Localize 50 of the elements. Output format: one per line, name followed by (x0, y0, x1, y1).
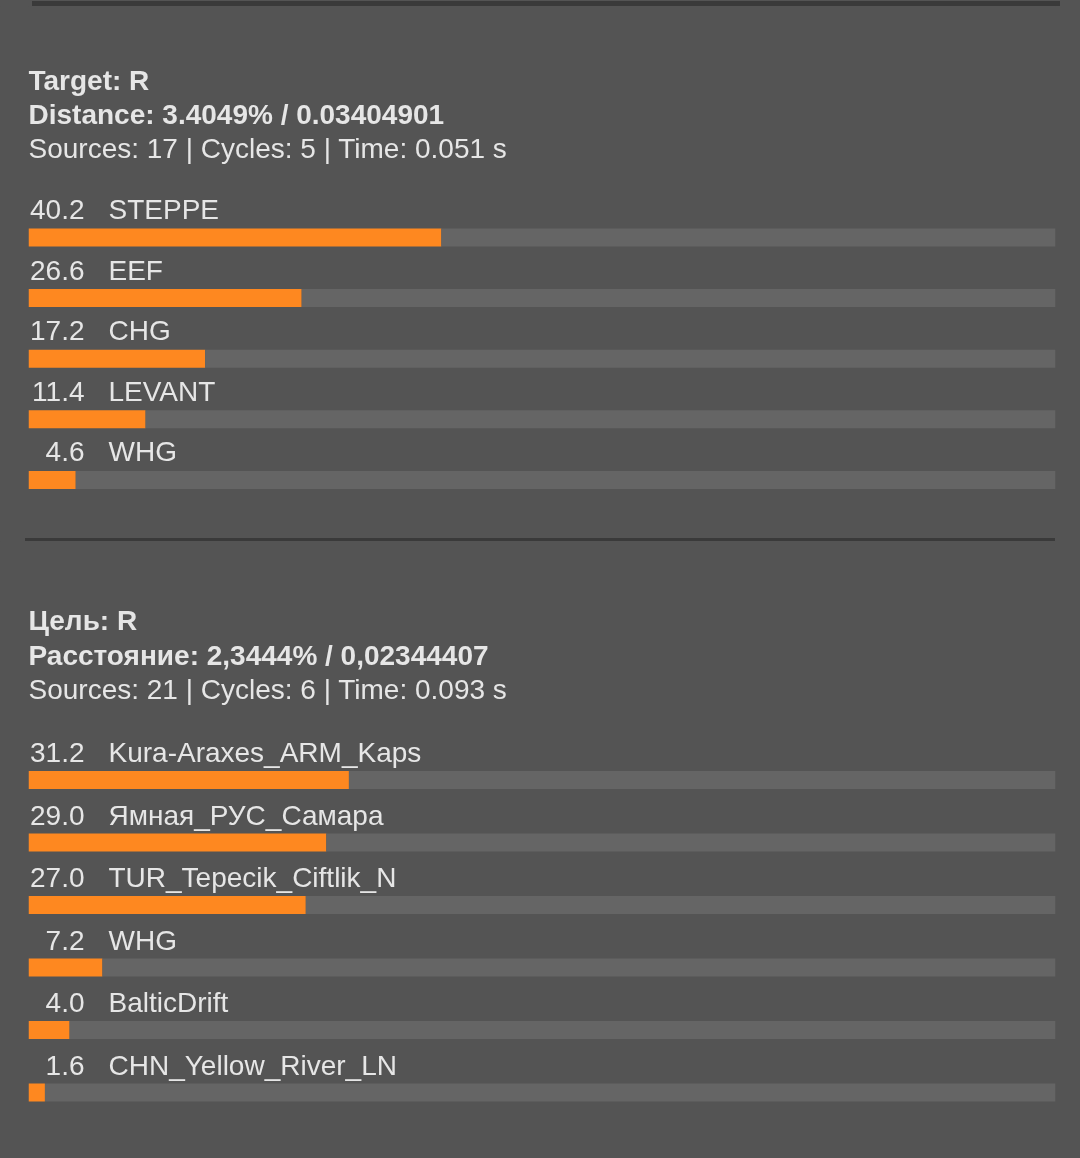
chart-title: Цель: R (28, 605, 138, 636)
data-label: 1.6 (45, 1049, 85, 1081)
chart-title: Target: R (28, 65, 150, 96)
category-label: TUR_Tepecik_Ciftlik_N (108, 862, 397, 893)
category-label: CHG (108, 315, 171, 347)
bar (28, 410, 146, 429)
bar (28, 771, 349, 789)
category-label: WHG (108, 436, 177, 468)
bar (75, 470, 1056, 489)
data-label: 31.2 (30, 737, 85, 768)
category-label: Ямная_РУС_Самара (108, 799, 384, 831)
bar (69, 1021, 1056, 1039)
data-label: 29.0 (30, 799, 85, 831)
category-label: STEPPE (108, 194, 219, 225)
bar (28, 958, 103, 977)
bar (305, 896, 1056, 914)
chart-subtitle: Расстояние: 2,3444% / 0,02344407 (28, 640, 489, 671)
bar (102, 958, 1056, 977)
bar (28, 470, 76, 489)
chart-subtitle: Distance: 3.4049% / 0.03404901 (28, 99, 445, 130)
bar (326, 833, 1056, 852)
bar (441, 228, 1056, 247)
data-label: 40.2 (30, 194, 85, 225)
category-label: WHG (108, 924, 177, 956)
data-label: 11.4 (32, 375, 85, 407)
category-label: LEVANT (108, 375, 216, 407)
category-label: BalticDrift (108, 987, 229, 1018)
source-note: Sources: 17 | Cycles: 5 | Time: 0.051 s (28, 133, 507, 164)
data-label: 7.2 (45, 924, 85, 956)
category-label: EEF (108, 254, 163, 286)
bar (145, 410, 1056, 429)
category-label: CHN_Yellow_River_LN (108, 1049, 397, 1081)
bar (28, 1021, 70, 1039)
bar (28, 833, 327, 852)
data-label: 26.6 (30, 254, 85, 286)
bar (28, 349, 206, 368)
bar (348, 771, 1056, 789)
data-label: 17.2 (30, 315, 85, 347)
bar (301, 289, 1056, 308)
bar (205, 349, 1056, 368)
bar (28, 228, 442, 247)
data-label: 27.0 (30, 862, 85, 893)
category-label: Kura-Araxes_ARM_Kaps (108, 737, 422, 768)
bar (28, 1083, 45, 1102)
data-label: 4.6 (45, 436, 85, 468)
bar (28, 289, 302, 308)
source-note: Sources: 21 | Cycles: 6 | Time: 0.093 s (28, 674, 507, 705)
bar (44, 1083, 1056, 1102)
bar (28, 896, 306, 914)
data-label: 4.0 (45, 987, 85, 1018)
